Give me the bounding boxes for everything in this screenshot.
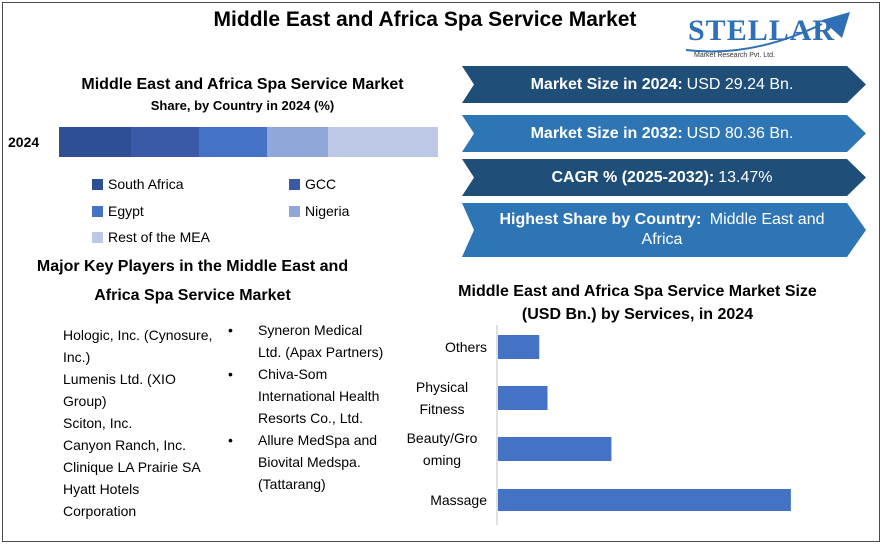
player-item: Canyon Ranch, Inc.	[63, 437, 186, 453]
bar-others	[498, 335, 540, 359]
player-item: Clinique LA Prairie SA	[63, 459, 201, 475]
player-item: Sciton, Inc.	[63, 415, 133, 431]
banner-value: USD 80.36 Bn.	[686, 124, 794, 142]
player-item: Lumenis Ltd. (XIO Group)	[63, 371, 176, 409]
highest-share-banner: Highest Share by Country: Middle East an…	[462, 203, 867, 257]
banner-label: Market Size in 2032:	[530, 124, 683, 142]
key-players-title: Major Key Players in the Middle East and…	[36, 258, 349, 304]
player-item: Chiva-Som International Health Resorts C…	[228, 363, 388, 429]
banner-arrow-shape	[462, 203, 866, 257]
legend-label: GCC	[305, 176, 337, 192]
market-size-2032-banner: Market Size in 2032: USD 80.36 Bn.	[462, 115, 867, 152]
services-bar-chart: Others Physical Fitness Beauty/Gro oming Ma…	[380, 325, 860, 535]
banner-arrow-shape	[462, 66, 866, 103]
stellar-logo: STELLAR Market Research Pvt. Ltd.	[672, 8, 872, 70]
legend-item-nigeria: Nigeria	[289, 203, 349, 219]
logo-wordmark: STELLAR	[688, 14, 836, 47]
legend-swatch	[289, 178, 300, 190]
legend-label: Egypt	[108, 203, 144, 219]
share-segment-gcc	[131, 127, 200, 157]
share-segment-rest-of-the-mea	[328, 127, 438, 157]
banner-label: CAGR % (2025-2032):	[551, 168, 715, 186]
share-segment-nigeria	[267, 127, 329, 157]
legend-label: Nigeria	[305, 203, 350, 219]
category-label: Massage	[430, 492, 487, 508]
key-players-column-1: Hologic, Inc. (Cynosure, Inc.) Lumenis L…	[63, 324, 213, 522]
category-label: Others	[444, 339, 487, 355]
legend-item-gcc: GCC	[289, 176, 336, 192]
legend-swatch	[92, 178, 103, 190]
player-item: Hologic, Inc. (Cynosure, Inc.)	[63, 327, 213, 365]
services-chart-title: Middle East and Africa Spa Service Marke…	[458, 283, 817, 323]
key-players-column-2: Syneron Medical Ltd. (Apax Partners) Chi…	[228, 319, 388, 495]
bar-physical-fitness	[498, 386, 548, 410]
bar-beauty-grooming	[498, 437, 612, 461]
legend-swatch	[289, 205, 300, 217]
banner-label: Highest Share by Country:	[499, 211, 702, 228]
share-segment-south-africa	[59, 127, 131, 157]
bar-massage	[498, 489, 791, 511]
share-segment-egypt	[199, 127, 268, 157]
banner-arrow-shape	[462, 115, 866, 152]
legend-swatch	[92, 231, 103, 243]
legend-label: Rest of the MEA	[108, 229, 210, 245]
cagr-banner: CAGR % (2025-2032): 13.47%	[462, 159, 867, 196]
legend-item-egypt: Egypt	[92, 203, 144, 219]
market-size-2024-banner: Market Size in 2024: USD 29.24 Bn.	[462, 66, 867, 103]
legend-label: South Africa	[108, 176, 184, 192]
player-item: Allure MedSpa and Biovital Medspa. (Tatt…	[228, 429, 388, 495]
category-label: Physical Fitness	[415, 379, 469, 417]
share-chart-subtitle: Share, by Country in 2024 (%)	[150, 98, 335, 113]
legend-item-south-africa: South Africa	[92, 176, 184, 192]
logo-subtitle: Market Research Pvt. Ltd.	[694, 52, 775, 59]
share-chart-title: Middle East and Africa Spa Service Marke…	[81, 76, 404, 93]
banner-value: 13.47%	[718, 168, 773, 186]
share-year-label: 2024	[8, 134, 40, 150]
player-item: Hyatt Hotels Corporation	[63, 481, 140, 519]
banner-value: Middle East and Africa	[641, 211, 825, 248]
banner-arrow-shape	[462, 159, 866, 196]
share-stacked-bar	[59, 127, 438, 157]
legend-swatch	[92, 205, 103, 217]
category-label: Beauty/Gro oming	[406, 430, 478, 468]
page-title: Middle East and Africa Spa Service Marke…	[213, 8, 637, 31]
banner-value: USD 29.24 Bn.	[686, 75, 794, 93]
legend-item-rest-of-mea: Rest of the MEA	[92, 229, 210, 245]
banner-label: Market Size in 2024:	[530, 75, 683, 93]
player-item: Syneron Medical Ltd. (Apax Partners)	[228, 319, 388, 363]
